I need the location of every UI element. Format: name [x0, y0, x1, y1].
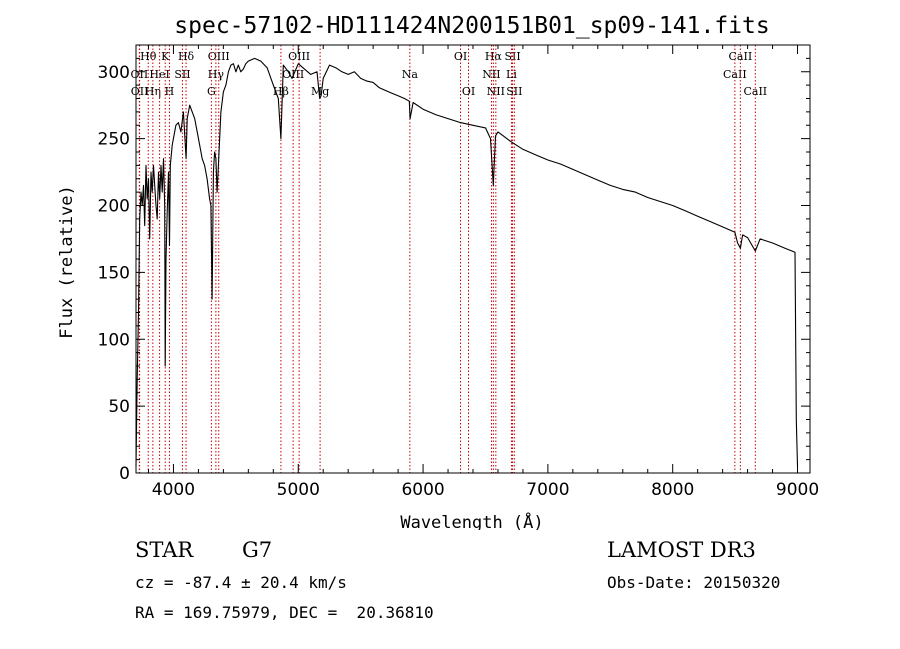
- spectrum-line: [135, 57, 799, 467]
- survey-name: LAMOST DR3: [607, 538, 756, 562]
- plot-frame: [135, 44, 811, 474]
- line-label: Mg: [311, 85, 329, 98]
- line-label: Hα: [485, 50, 503, 63]
- y-tick-label: 300: [98, 63, 130, 83]
- x-tick-label: 7000: [526, 480, 569, 500]
- line-label: Hγ: [208, 68, 225, 81]
- y-tick-label: 200: [98, 197, 130, 217]
- axis-ticks: 4000 5000 6000 7000 8000 9000 0 50 100 150 200 250 3…: [98, 45, 819, 500]
- spectral-subclass: G7: [242, 538, 273, 562]
- line-label: HeI: [149, 68, 169, 81]
- line-label: NII: [487, 85, 505, 98]
- line-label: NII: [482, 68, 500, 81]
- line-label: OIII: [208, 50, 230, 63]
- y-tick-label: 150: [98, 263, 130, 283]
- y-tick-label: 250: [98, 130, 130, 150]
- line-label: H: [165, 85, 175, 98]
- observation-date: Obs-Date: 20150320: [607, 573, 781, 592]
- line-label: SII: [174, 68, 190, 81]
- line-label: CaII: [743, 85, 767, 98]
- spectrum-chart: spec-57102-HD111424N200151B01_sp09-141.f…: [57, 13, 819, 530]
- line-label: G: [207, 85, 216, 98]
- line-label: Na: [402, 68, 419, 81]
- y-axis-label: Flux (relative): [57, 185, 77, 339]
- chart-title: spec-57102-HD111424N200151B01_sp09-141.f…: [174, 13, 769, 39]
- x-axis-label: Wavelength (Å): [400, 511, 543, 530]
- line-label: OII: [131, 85, 149, 98]
- object-class: STAR: [135, 538, 194, 562]
- line-label: SII: [506, 85, 522, 98]
- line-label: Li: [506, 68, 517, 81]
- line-label: SII: [504, 50, 520, 63]
- line-label: Hθ: [140, 50, 157, 63]
- x-tick-label: 9000: [776, 480, 819, 500]
- line-label: Hδ: [178, 50, 195, 63]
- x-tick-label: 4000: [152, 480, 195, 500]
- line-label: OI: [462, 85, 475, 98]
- coordinates: RA = 169.75979, DEC = 20.36810: [135, 603, 434, 622]
- line-label: CaII: [729, 50, 753, 63]
- y-tick-label: 100: [98, 330, 130, 350]
- x-tick-label: 5000: [277, 480, 320, 500]
- line-label: K: [161, 50, 170, 63]
- x-tick-label: 6000: [401, 480, 444, 500]
- x-tick-label: 8000: [651, 480, 694, 500]
- line-label: OI: [454, 50, 467, 63]
- line-label: CaII: [723, 68, 747, 81]
- y-tick-label: 50: [108, 397, 130, 417]
- redshift-cz: cz = -87.4 ± 20.4 km/s: [135, 573, 347, 592]
- line-label: OIII: [288, 50, 310, 63]
- line-label: Hη: [145, 85, 161, 98]
- y-tick-label: 0: [119, 464, 130, 484]
- series-layer: [135, 57, 799, 467]
